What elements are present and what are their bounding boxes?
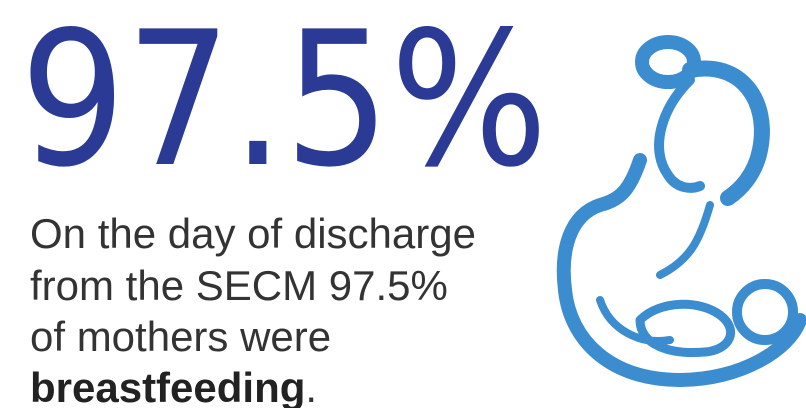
infographic: 97.5% On the day of discharge from the S… <box>0 0 806 408</box>
body-line: from the SECM 97.5% <box>30 262 448 309</box>
body-line: On the day of discharge <box>30 210 476 257</box>
body-line: of mothers were <box>30 313 331 360</box>
headline-stat: 97.5% <box>20 0 548 208</box>
icon-shoulder <box>564 160 640 290</box>
punctuation: . <box>305 364 317 408</box>
icon-chest <box>660 205 710 275</box>
page: 97.5% On the day of discharge from the S… <box>0 0 806 408</box>
body-line: breastfeeding. <box>30 364 317 408</box>
icon-baby-head <box>737 284 793 340</box>
icon-face <box>659 80 700 188</box>
icon-baby-body <box>640 304 731 352</box>
mother-icon <box>564 42 800 380</box>
icon-hair <box>690 68 762 198</box>
emphasis: breastfeeding <box>30 364 305 408</box>
